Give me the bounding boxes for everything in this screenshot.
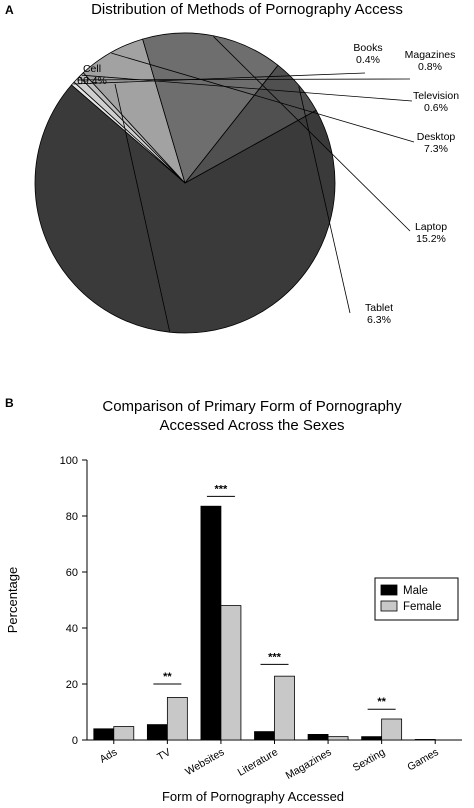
bar-male-sexting: [361, 736, 383, 741]
panel-label-a: A: [5, 3, 14, 17]
pie-slice-laptop: [142, 32, 279, 184]
y-tick-label: 60: [66, 567, 78, 579]
pie-value-tablet: 6.3%: [367, 314, 391, 326]
pie-leader-desktop: [111, 52, 415, 143]
y-tick-label: 40: [66, 623, 78, 635]
pie-slices: [34, 32, 336, 334]
pie-label-laptop: Laptop: [415, 221, 447, 233]
bar-male-ads: [93, 728, 115, 741]
x-tick-label: Websites: [183, 746, 226, 778]
significance-marks: **********: [153, 483, 396, 710]
pie-value-cell: 69.4%: [77, 75, 107, 87]
significance-label: ***: [215, 483, 229, 495]
pie-value-laptop: 15.2%: [416, 233, 446, 245]
significance-label: **: [163, 671, 172, 683]
y-axis-label: Percentage: [5, 567, 20, 634]
pie-label-cell: Cell: [83, 63, 101, 75]
pie-slice-tablet: [184, 64, 317, 184]
pie-value-desktop: 7.3%: [424, 143, 448, 155]
legend-label-female: Female: [403, 601, 441, 613]
bar-title-line-1: Comparison of Primary Form of Pornograph…: [102, 398, 402, 415]
x-tick-label: Sexting: [351, 746, 387, 774]
bar-male-literature: [254, 731, 275, 741]
x-tick-label: Literature: [236, 746, 281, 779]
x-tick-label: Magazines: [284, 746, 334, 782]
x-axis-label: Form of Pornography Accessed: [162, 789, 344, 804]
pie-title: Distribution of Methods of Pornography A…: [91, 1, 403, 18]
y-tick-label: 0: [72, 735, 78, 747]
bar-title-line-2: Accessed Across the Sexes: [159, 417, 344, 434]
bar-female-ads: [113, 726, 135, 741]
panel-label-b: B: [5, 396, 14, 410]
pie-value-books: 0.4%: [356, 54, 380, 66]
bar-marks: [93, 505, 436, 741]
legend-label-male: Male: [403, 585, 428, 597]
bar-female-tv: [166, 697, 188, 741]
pie-leader-cell: [114, 83, 171, 332]
pie-chart-panel: A Distribution of Methods of Pornography…: [5, 1, 459, 334]
pie-leader-tablet: [298, 86, 351, 314]
pie-leader-laptop: [213, 36, 411, 232]
legend: Male Female: [374, 577, 459, 621]
bar-male-tv: [146, 724, 168, 741]
bar-female-magazines: [327, 736, 349, 741]
significance-label: **: [377, 696, 386, 708]
bar-chart-panel: B Comparison of Primary Form of Pornogra…: [5, 396, 462, 804]
pie-value-television: 0.6%: [424, 102, 448, 114]
pie-label-desktop: Desktop: [417, 131, 456, 143]
x-tick-label: Ads: [98, 746, 120, 765]
significance-label: ***: [268, 651, 282, 663]
pie-leader-television: [81, 74, 413, 102]
pie-label-books: Books: [353, 42, 382, 54]
pie-label-magazines: Magazines: [405, 49, 456, 61]
x-tick-label: Games: [405, 746, 440, 773]
bar-female-literature: [274, 675, 295, 741]
pie-label-television: Television: [413, 90, 459, 102]
y-tick-label: 80: [66, 511, 78, 523]
pie-value-magazines: 0.8%: [418, 61, 442, 73]
bar-female-sexting: [381, 718, 403, 741]
y-tick-label: 20: [66, 679, 78, 691]
pie-slice-cell: [34, 84, 336, 334]
bar-male-games: [414, 739, 436, 741]
pie-leader-magazines: [77, 78, 411, 81]
legend-swatch-male: [380, 584, 398, 596]
bar-female-websites: [220, 605, 242, 741]
bar-male-magazines: [307, 734, 329, 741]
x-tick-label: TV: [155, 746, 173, 763]
legend-swatch-female: [380, 600, 398, 612]
pie-leader-books: [73, 72, 366, 85]
bar-male-websites: [200, 505, 222, 741]
y-tick-label: 100: [60, 455, 78, 467]
pie-label-tablet: Tablet: [365, 302, 393, 314]
